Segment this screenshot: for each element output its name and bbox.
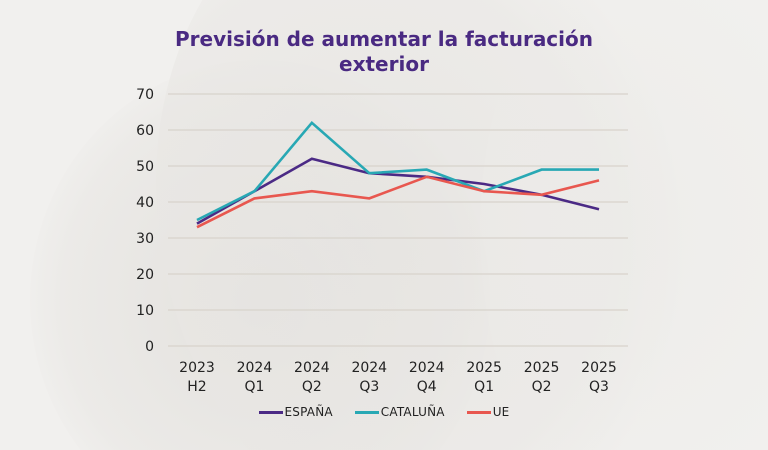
x-tick-label: 2024 — [351, 360, 387, 376]
legend-item-ue: UE — [466, 405, 510, 419]
legend-label-espana: ESPAÑA — [284, 405, 333, 419]
series-line-cataluna — [196, 120, 599, 222]
legend-item-cataluna: CATALUÑA — [354, 405, 445, 419]
y-tick-label: 70 — [136, 87, 154, 103]
gridlines — [168, 93, 628, 347]
x-tick-label: H2 — [187, 379, 206, 395]
x-tick-label: 2025 — [581, 360, 617, 376]
y-tick-label: 0 — [145, 339, 154, 355]
x-tick-label: Q1 — [474, 379, 494, 395]
y-tick-label: 10 — [136, 303, 154, 319]
x-tick-label: 2024 — [409, 360, 445, 376]
y-axis-ticks: 0 10 20 30 40 50 60 70 — [136, 87, 154, 355]
y-tick-label: 50 — [136, 159, 154, 175]
chart-title: Previsión de aumentar la facturación ext… — [0, 27, 768, 77]
series-lines — [196, 120, 600, 229]
x-tick-label: Q2 — [302, 379, 322, 395]
x-tick-label: Q3 — [589, 379, 609, 395]
x-tick-label: 2024 — [294, 360, 330, 376]
legend-item-espana: ESPAÑA — [258, 405, 333, 419]
x-tick-label: Q1 — [244, 379, 264, 395]
x-axis-ticks: 2023 H2 2024 Q1 2024 Q2 2024 Q3 2024 Q4 2025 Q1 2025… — [179, 360, 617, 395]
series-line-ue — [196, 175, 600, 229]
x-tick-label: 2025 — [524, 360, 560, 376]
chart-title-line-2: exterior — [339, 52, 429, 76]
x-tick-label: 2024 — [237, 360, 273, 376]
x-tick-label: Q3 — [359, 379, 379, 395]
legend-label-cataluna: CATALUÑA — [380, 405, 445, 419]
legend-swatch-cataluna — [354, 410, 379, 414]
x-tick-label: Q4 — [417, 379, 437, 395]
y-tick-label: 20 — [136, 267, 154, 283]
x-tick-label: 2023 — [179, 360, 215, 376]
legend-swatch-espana — [258, 410, 283, 414]
chart-legend: ESPAÑA CATALUÑA UE — [0, 405, 768, 419]
y-tick-label: 60 — [136, 123, 154, 139]
legend-swatch-ue — [466, 410, 491, 414]
series-line-espana — [196, 157, 600, 225]
legend-label-ue: UE — [492, 405, 510, 419]
y-tick-label: 40 — [136, 195, 154, 211]
x-tick-label: 2025 — [466, 360, 502, 376]
y-tick-label: 30 — [136, 231, 154, 247]
x-tick-label: Q2 — [532, 379, 552, 395]
chart-title-line-1: Previsión de aumentar la facturación — [175, 27, 593, 51]
